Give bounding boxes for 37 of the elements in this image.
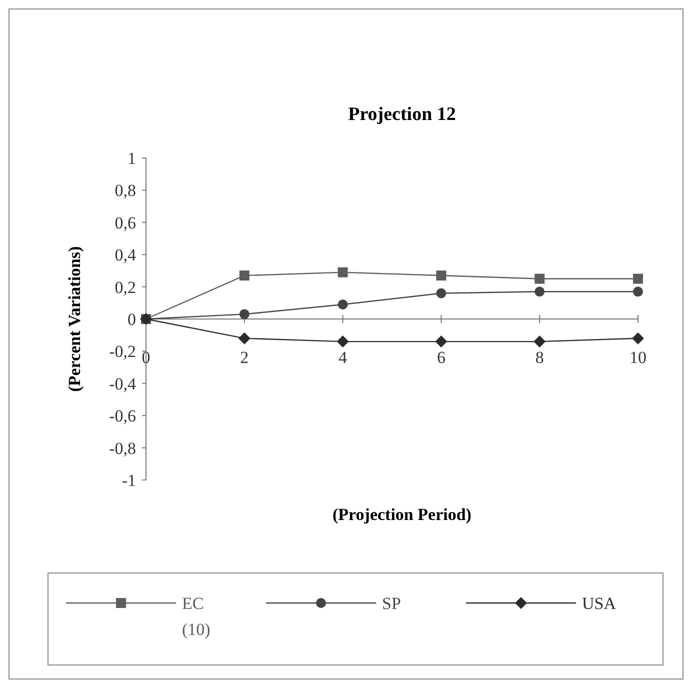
x-tick-label: 10 bbox=[630, 348, 646, 367]
point bbox=[632, 332, 644, 344]
y-tick-label: 0,4 bbox=[114, 246, 136, 265]
x-tick-label: 6 bbox=[436, 348, 446, 367]
point bbox=[239, 309, 250, 320]
point bbox=[633, 286, 643, 297]
x-tick-label: 4 bbox=[338, 348, 348, 367]
point bbox=[336, 336, 349, 348]
point bbox=[436, 288, 446, 298]
point bbox=[238, 332, 250, 344]
y-tick-label: -0,2 bbox=[109, 342, 136, 362]
point bbox=[435, 336, 448, 348]
point bbox=[534, 274, 545, 284]
y-tick-label: 0,2 bbox=[114, 278, 136, 297]
y-tick-label: -1 bbox=[122, 471, 136, 490]
point bbox=[338, 267, 348, 278]
x-tick-label: 8 bbox=[535, 348, 544, 367]
y-tick-label: 0,8 bbox=[114, 181, 136, 200]
y-axis-title: (Percent Variations) bbox=[65, 246, 84, 392]
y-tick-label: 1 bbox=[128, 149, 136, 168]
y-tick-label: -0,8 bbox=[109, 438, 136, 458]
point bbox=[436, 270, 446, 281]
point bbox=[534, 336, 546, 348]
x-axis-title: (Projection Period) bbox=[332, 505, 472, 524]
y-tick-label: -0,4 bbox=[109, 374, 136, 394]
text: SP bbox=[382, 594, 401, 613]
text: USA bbox=[582, 594, 617, 613]
point bbox=[239, 270, 250, 281]
point bbox=[534, 286, 545, 297]
y-tick-label: 0,6 bbox=[114, 213, 136, 232]
y-tick-label: 0 bbox=[128, 310, 136, 329]
y-tick-label: -0,6 bbox=[109, 406, 136, 426]
text: EC (10) bbox=[182, 594, 210, 639]
x-tick-label: 2 bbox=[240, 348, 249, 367]
point bbox=[633, 274, 643, 284]
chart-title: Projection 12 bbox=[348, 104, 456, 125]
point bbox=[338, 300, 348, 310]
